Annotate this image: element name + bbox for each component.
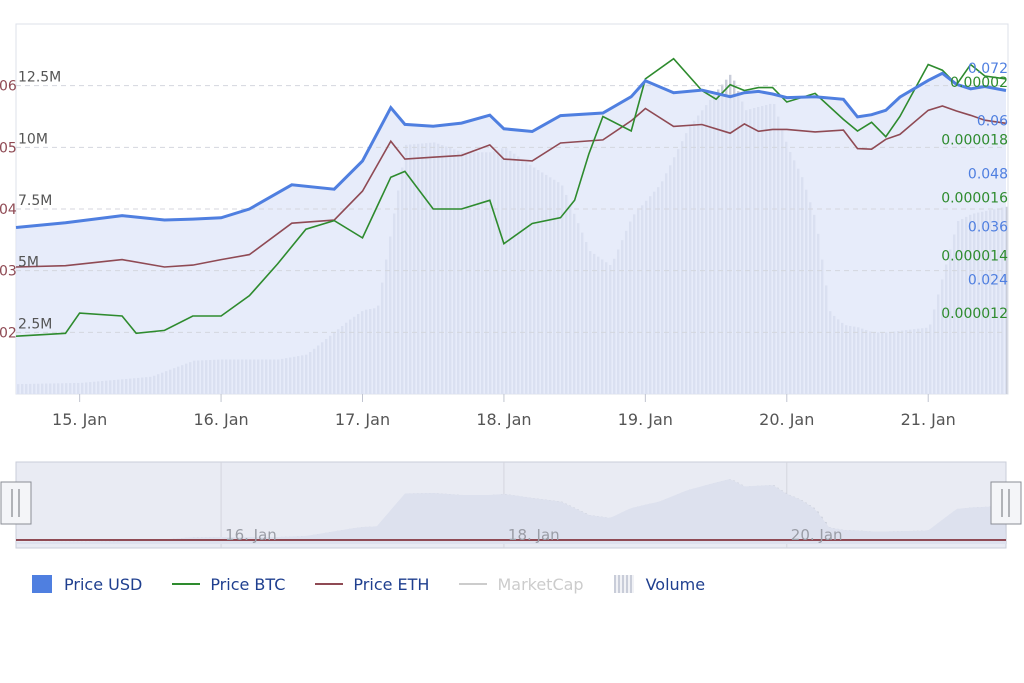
price-btc-line[interactable] xyxy=(15,57,1007,337)
eth-axis-tick-label: 04 xyxy=(0,202,17,218)
legend-label: Price USD xyxy=(64,574,143,594)
legend-label: MarketCap xyxy=(497,574,584,594)
eth-axis-tick-label: 06 xyxy=(0,79,17,95)
price-usd-area xyxy=(16,73,1006,395)
navigator-tick-label: 16. Jan xyxy=(225,526,277,544)
navigator-handle-left[interactable] xyxy=(0,481,32,525)
volume-bar xyxy=(1005,206,1008,394)
grid-lines xyxy=(16,85,1006,333)
btc-axis-tick-label: 0.000016 xyxy=(941,190,1008,206)
legend-item-volume[interactable]: Volume xyxy=(613,574,706,594)
usd-axis-tick-label: 0.024 xyxy=(968,272,1008,288)
price-usd-swatch xyxy=(32,575,52,593)
navigator-handle-right[interactable] xyxy=(990,481,1022,525)
axis-labels: 2.5M 5M 7.5M 10M 12.5M 02 03 04 05 06 0.024 0.036 0.… xyxy=(0,61,1008,341)
legend-item-marketcap[interactable]: MarketCap xyxy=(459,574,584,594)
x-axis-tick-label: 20. Jan xyxy=(759,410,814,429)
legend-item-price-usd[interactable]: Price USD xyxy=(32,575,142,594)
usd-axis-tick-label: 0.06 xyxy=(977,114,1008,130)
legend-label: Price ETH xyxy=(353,574,430,594)
x-axis-tick-label: 18. Jan xyxy=(476,410,531,429)
usd-axis-tick-label: 0.048 xyxy=(968,167,1008,183)
eth-axis-tick-label: 03 xyxy=(0,264,17,280)
navigator-volume-bar xyxy=(1005,506,1007,544)
marketcap-swatch xyxy=(459,583,488,585)
x-axis-tick-label: 21. Jan xyxy=(901,410,956,429)
x-axis-tick-label: 17. Jan xyxy=(335,410,390,429)
legend-item-price-btc[interactable]: Price BTC xyxy=(172,575,285,594)
price-btc-swatch xyxy=(172,583,201,585)
x-axis-labels: 15. Jan 16. Jan 17. Jan 18. Jan 19. Jan 20. J… xyxy=(52,394,956,429)
navigator-area xyxy=(16,479,1006,544)
volume-axis-tick-label: 10M xyxy=(18,131,48,147)
legend-label: Price BTC xyxy=(210,574,286,594)
eth-axis-tick-label: 02 xyxy=(0,325,17,341)
volume-axis-tick-label: 2.5M xyxy=(18,316,52,332)
x-axis-tick-label: 19. Jan xyxy=(618,410,673,429)
chart-legend: Price USD Price BTC Price ETH MarketCap … xyxy=(32,572,735,596)
price-usd-line[interactable] xyxy=(15,71,1007,229)
price-eth-line[interactable] xyxy=(15,105,1007,268)
x-axis-tick-label: 16. Jan xyxy=(193,410,248,429)
legend-item-price-eth[interactable]: Price ETH xyxy=(315,575,429,594)
volume-axis-tick-label: 7.5M xyxy=(18,193,52,209)
btc-axis-tick-label: 0.000018 xyxy=(941,133,1008,149)
price-volume-chart[interactable]: 2.5M 5M 7.5M 10M 12.5M 02 03 04 05 06 0.024 0.036 0.… xyxy=(0,0,1024,560)
usd-axis-tick-label: 0.072 xyxy=(968,61,1008,77)
volume-axis-tick-label: 5M xyxy=(18,255,39,271)
navigator-tick-label: 18. Jan xyxy=(508,526,560,544)
btc-axis-tick-label: 0.000012 xyxy=(941,306,1008,322)
price-eth-swatch xyxy=(315,583,344,585)
usd-axis-tick-label: 0.036 xyxy=(968,219,1008,235)
legend-label: Volume xyxy=(645,574,706,594)
navigator[interactable]: 16. Jan 18. Jan 20. Jan xyxy=(0,461,1022,549)
navigator-tick-label: 20. Jan xyxy=(791,526,843,544)
volume-axis-tick-label: 12.5M xyxy=(18,70,61,86)
navigator-labels: 16. Jan 18. Jan 20. Jan xyxy=(225,526,842,544)
btc-axis-tick-label: 0.00002 xyxy=(950,75,1008,91)
eth-axis-tick-label: 05 xyxy=(0,140,17,156)
volume-swatch xyxy=(613,575,634,593)
btc-axis-tick-label: 0.000014 xyxy=(941,248,1008,264)
x-axis-tick-label: 15. Jan xyxy=(52,410,107,429)
